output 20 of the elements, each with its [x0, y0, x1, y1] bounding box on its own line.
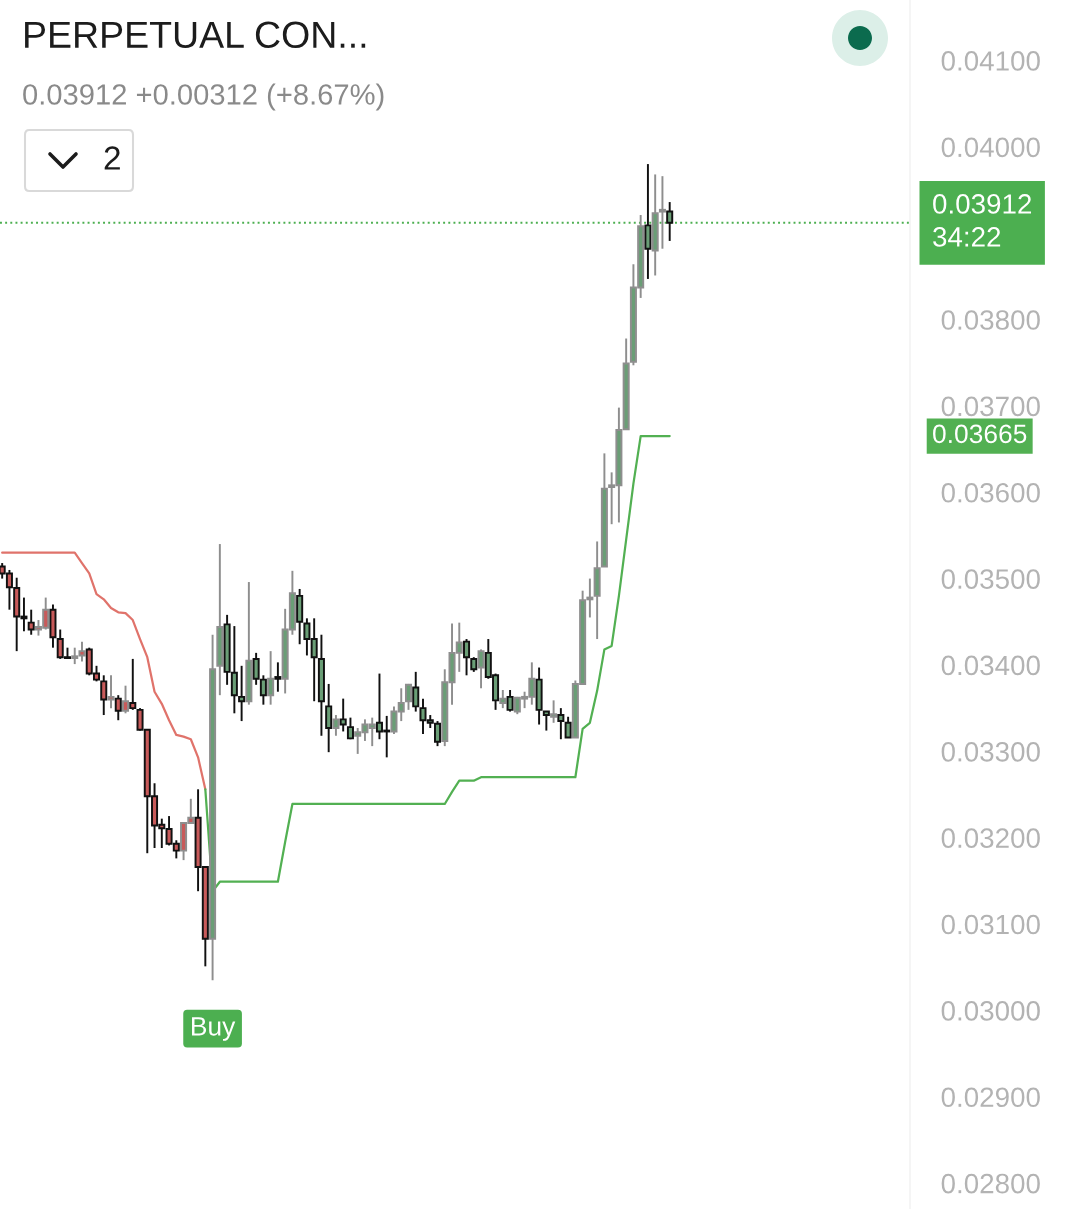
y-tick-label: 0.03000: [941, 1001, 1040, 1021]
text: Buy: [192, 1017, 236, 1041]
ref-line-label: 0.03912 34:22: [933, 194, 1032, 247]
y-tick-label: 0.03600: [941, 482, 1040, 503]
annotation: 2: [104, 146, 120, 170]
y-tick-label: 0.03400: [941, 655, 1040, 676]
y-tick-label: 0.03200: [941, 828, 1040, 848]
y-tick-label: 0.04000: [941, 137, 1040, 158]
y-tick-label: 0.03500: [941, 569, 1040, 589]
y-tick-label: 0.04100: [941, 51, 1040, 71]
y-tick-label: 0.03300: [941, 741, 1040, 762]
y-tick-label: 0.02900: [941, 1087, 1040, 1108]
line-series: [1, 551, 207, 791]
text: 0.03665: [933, 424, 1027, 444]
text: 0.03912 +0.00312 (+8.67%): [23, 83, 384, 111]
y-tick-label: 0.03800: [941, 310, 1040, 330]
chart-title: PERPETUAL CON...: [25, 21, 366, 49]
y-tick-label: 0.02800: [941, 1173, 1040, 1194]
y-tick-label: 0.03700: [941, 396, 1040, 417]
y-tick-label: 0.03100: [941, 914, 1040, 935]
